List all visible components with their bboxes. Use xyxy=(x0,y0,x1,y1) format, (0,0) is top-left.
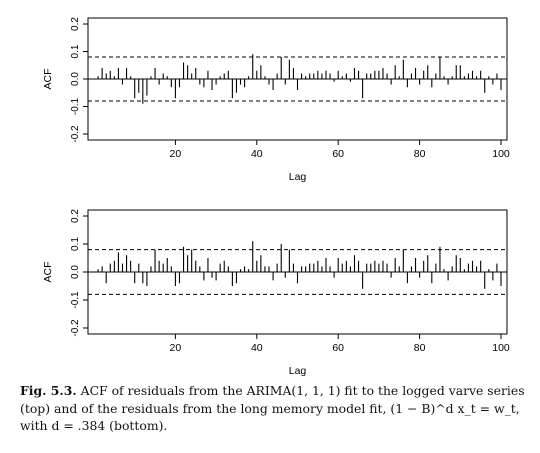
top-x-tick-label: 60 xyxy=(332,148,344,160)
caption-text: ACF of residuals from the ARIMA(1, 1, 1)… xyxy=(20,383,525,433)
top-x-tick-label: 20 xyxy=(170,148,182,160)
top-x-tick-label: 100 xyxy=(492,148,510,160)
top-y-tick-label: 0.1 xyxy=(70,44,81,58)
bottom-x-tick-label: 40 xyxy=(251,342,263,354)
acf-figure-svg: 20 40 60 80 100 -0.2 -0.1 0.0 0.1 0.2 Lag ACF 20 40 60… xyxy=(42,17,510,377)
top-y-tick-label: 0.2 xyxy=(70,17,81,31)
figure-caption: Fig. 5.3. ACF of residuals from the ARIM… xyxy=(20,382,532,435)
top-x-tick-label: 40 xyxy=(251,148,263,160)
bottom-y-tick-label: -0.1 xyxy=(70,291,81,309)
bottom-y-tick-label: 0.1 xyxy=(70,237,81,251)
top-x-axis-label: Lag xyxy=(289,171,307,183)
top-y-tick-label: 0.0 xyxy=(70,72,81,86)
bottom-x-tick-label: 80 xyxy=(414,342,426,354)
bottom-x-tick-label: 60 xyxy=(332,342,344,354)
caption-lead: Fig. 5.3. xyxy=(20,383,77,398)
bottom-x-tick-label: 20 xyxy=(170,342,182,354)
bottom-y-axis-label: ACF xyxy=(42,262,54,283)
bottom-x-tick-label: 100 xyxy=(492,342,510,354)
bottom-y-tick-label: -0.2 xyxy=(70,319,81,337)
top-y-axis-label: ACF xyxy=(42,69,54,90)
top-y-tick-label: -0.1 xyxy=(70,97,81,115)
top-x-tick-label: 80 xyxy=(414,148,426,160)
top-y-tick-label: -0.2 xyxy=(70,125,81,143)
bottom-y-tick-label: 0.2 xyxy=(70,209,81,223)
bottom-y-tick-label: 0.0 xyxy=(70,265,81,279)
bottom-x-axis-label: Lag xyxy=(289,365,307,377)
